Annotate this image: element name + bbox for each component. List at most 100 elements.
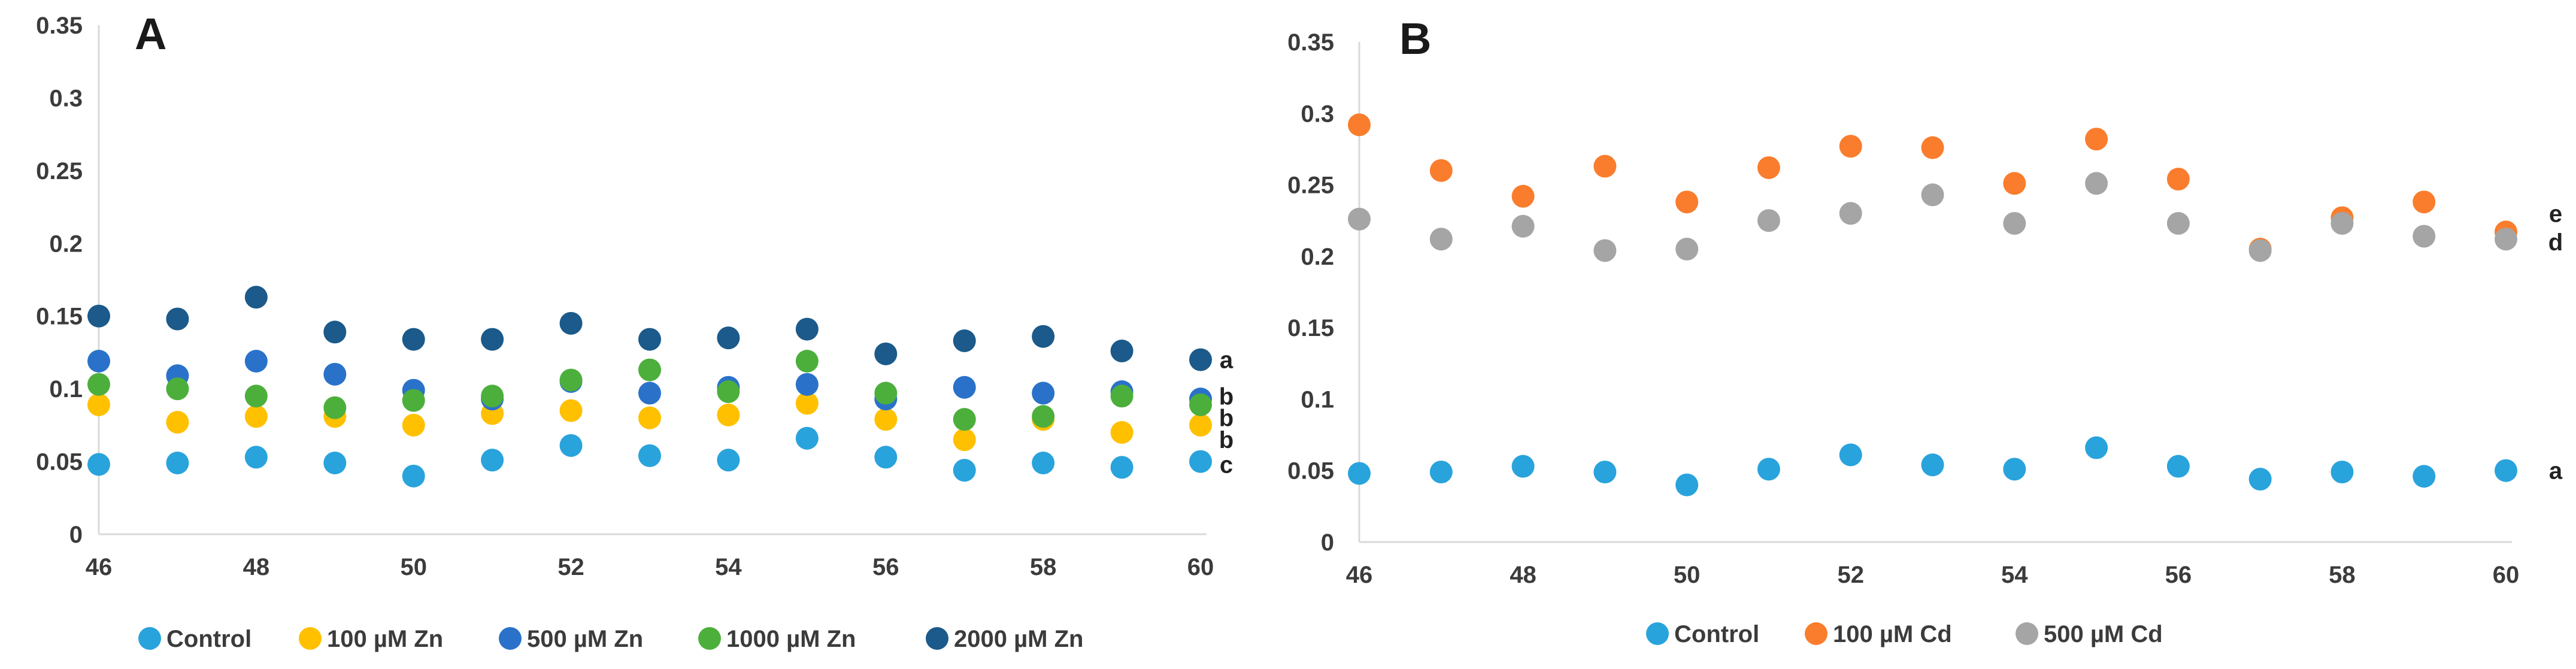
legend-marker — [1805, 622, 1828, 645]
data-point — [1429, 159, 1453, 182]
data-point — [1839, 202, 1862, 225]
data-point — [2248, 239, 2272, 262]
data-point — [1511, 455, 1535, 478]
data-point — [2330, 461, 2354, 484]
x-tick-label: 48 — [1510, 562, 1536, 588]
data-point — [717, 380, 740, 403]
data-point — [1189, 393, 1212, 416]
data-point — [953, 459, 976, 482]
data-point — [2085, 436, 2108, 459]
series-0 — [87, 426, 1212, 488]
legend-item: 500 µM Cd — [2016, 621, 2163, 647]
y-tick-label: 0.15 — [36, 304, 83, 330]
legend-item: 100 µM Zn — [299, 626, 443, 652]
legend-marker — [138, 627, 161, 650]
y-tick-label: 0.15 — [1287, 315, 1334, 341]
data-point — [2003, 458, 2026, 481]
x-tick-label: 50 — [1674, 562, 1701, 588]
data-point — [166, 307, 189, 331]
data-point — [638, 328, 661, 351]
data-point — [1593, 239, 1617, 262]
x-tick-label: 50 — [400, 554, 427, 580]
x-tick-label: 46 — [86, 554, 113, 580]
data-point — [1757, 209, 1780, 232]
y-tick-label: 0 — [69, 522, 83, 548]
legend-label: 2000 µM Zn — [954, 626, 1083, 652]
data-point — [1348, 207, 1371, 231]
legend: Control 100 µM Zn 500 µM Zn 1000 µM Zn 2000 … — [138, 626, 1083, 652]
panel-label: B — [1399, 14, 1431, 63]
significance-label: b — [1219, 427, 1234, 453]
significance-label: d — [2548, 229, 2563, 256]
data-point — [2413, 465, 2436, 488]
data-point — [874, 408, 898, 431]
data-point — [795, 373, 819, 396]
x-tick-label: 54 — [2001, 562, 2028, 588]
x-tick-label: 52 — [1837, 562, 1864, 588]
data-point — [2330, 211, 2354, 235]
data-point — [1593, 155, 1617, 178]
data-point — [1189, 413, 1212, 437]
data-point — [323, 396, 347, 419]
data-point — [87, 453, 110, 476]
data-point — [1921, 453, 1944, 477]
legend-marker — [2016, 622, 2038, 645]
x-tick-label: 52 — [557, 554, 584, 580]
legend-label: Control — [166, 626, 251, 652]
data-point — [2248, 468, 2272, 491]
data-point — [402, 413, 425, 437]
y-tick-label: 0.25 — [36, 158, 83, 184]
panel-a: A 0 0.05 0.1 0.15 0.2 0.25 0.3 0.35 46 48 50 52 54 56 5… — [36, 9, 1234, 652]
data-point — [1675, 473, 1699, 497]
data-point — [1921, 183, 1944, 207]
data-point — [1032, 382, 1055, 405]
data-point — [559, 399, 583, 422]
data-point — [1839, 135, 1862, 158]
y-tick-label: 0.25 — [1287, 172, 1334, 199]
data-point — [244, 446, 268, 469]
x-tick-label: 58 — [2329, 562, 2356, 588]
data-point — [795, 317, 819, 341]
data-point — [87, 393, 110, 416]
data-point — [481, 385, 504, 408]
legend-label: 100 µM Zn — [327, 626, 443, 652]
y-tick-label: 0.2 — [1301, 244, 1334, 270]
data-point — [559, 368, 583, 392]
significance-label: c — [1220, 452, 1233, 478]
data-point — [638, 444, 661, 467]
data-point — [87, 373, 110, 396]
data-point — [1348, 462, 1371, 485]
data-point — [1839, 443, 1862, 467]
y-tick-label: 0 — [1321, 529, 1334, 556]
significance-label: b — [1219, 383, 1234, 410]
data-point — [1032, 325, 1055, 348]
data-point — [2003, 172, 2026, 195]
panel-label: A — [135, 9, 166, 59]
legend-label: 500 µM Cd — [2044, 621, 2163, 647]
data-point — [1429, 228, 1453, 251]
data-point — [717, 403, 740, 426]
data-point — [1593, 461, 1617, 484]
data-point — [874, 446, 898, 469]
legend: Control 100 µM Cd 500 µM Cd — [1646, 621, 2163, 647]
data-point — [953, 408, 976, 431]
significance-label: b — [1219, 405, 1234, 432]
data-point — [166, 411, 189, 434]
legend-marker — [926, 627, 948, 650]
series-4 — [87, 286, 1212, 371]
y-tick-label: 0.05 — [1287, 458, 1334, 485]
y-tick-label: 0.3 — [49, 85, 83, 111]
data-point — [244, 286, 268, 309]
data-point — [1511, 184, 1535, 208]
data-point — [1757, 156, 1780, 179]
significance-label: e — [2549, 201, 2562, 227]
significance-label: a — [2549, 458, 2563, 485]
series-2 — [1348, 172, 2517, 262]
x-tick-label: 58 — [1030, 554, 1057, 580]
data-point — [87, 304, 110, 328]
x-tick-label: 56 — [872, 554, 899, 580]
data-point — [953, 329, 976, 352]
data-point — [1511, 214, 1535, 238]
data-point — [2166, 455, 2190, 478]
